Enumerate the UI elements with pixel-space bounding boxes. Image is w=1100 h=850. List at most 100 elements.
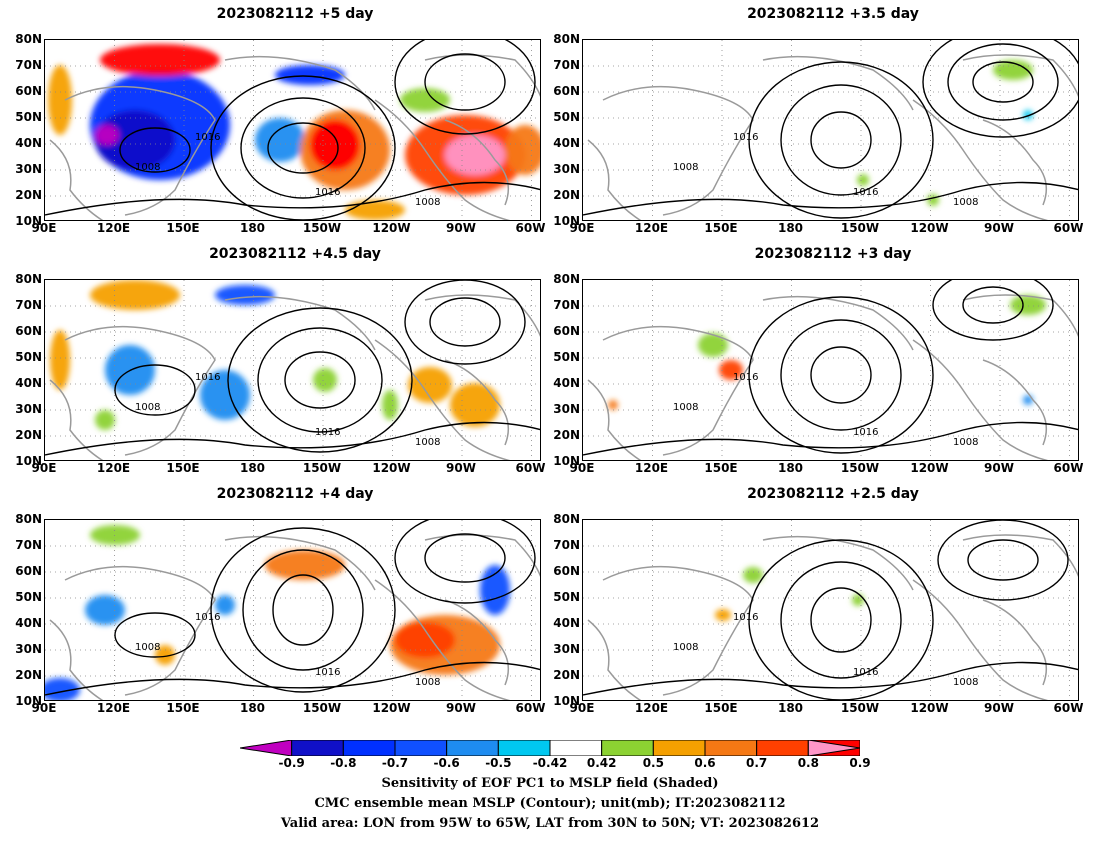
isobar-contour (922, 40, 1078, 138)
lat-tick-label: 70N (15, 538, 42, 552)
lon-tick-label: 150W (840, 461, 880, 475)
isobar-contour (404, 280, 526, 365)
lon-tick-label: 120E (96, 461, 131, 475)
lon-tick-label: 150W (302, 461, 342, 475)
shading-region (90, 280, 180, 310)
lat-tick-label: 60N (15, 84, 42, 98)
coastline (602, 565, 754, 696)
map-panel-3: 1016 1016 1008 1008 (44, 279, 541, 461)
shading-region (275, 65, 345, 85)
contour-label: 1008 (673, 642, 698, 653)
lon-tick-label: 90E (31, 461, 57, 475)
coastline (962, 54, 1078, 97)
lat-tick-label: 30N (15, 162, 42, 176)
shading-region (698, 333, 728, 357)
contour-label: 1008 (953, 197, 978, 208)
colorbar-tick-label: 0.8 (797, 756, 819, 770)
isobar-contour (967, 539, 1039, 581)
lon-tick-label: 120E (96, 221, 131, 235)
shading-region (95, 410, 115, 430)
shading-region (450, 383, 500, 427)
isobar-contour (748, 539, 934, 700)
lat-tick-label: 60N (553, 564, 580, 578)
colorbar-tick-label: -0.9 (278, 756, 305, 770)
lat-tick-label: 50N (553, 350, 580, 364)
lat-tick-label: 10N (15, 694, 42, 708)
map-panel-4: 1016 1016 1008 1008 (582, 279, 1079, 461)
lon-tick-label: 150W (840, 701, 880, 715)
colorbar-tick-label: 0.5 (642, 756, 664, 770)
lat-tick-label: 40N (553, 616, 580, 630)
lon-tick-label: 60W (515, 221, 546, 235)
coastline (444, 599, 510, 686)
colorbar-tick-label: -0.42 (532, 756, 568, 770)
isobar-contour (947, 43, 1059, 121)
lat-tick-label: 20N (15, 668, 42, 682)
isobar-contour (240, 97, 366, 199)
lat-tick-label: 70N (553, 538, 580, 552)
contour-label: 1008 (135, 402, 160, 413)
lat-tick-label: 40N (15, 136, 42, 150)
isobar-contour (242, 549, 364, 671)
isobar-contour (267, 122, 339, 174)
shading-region (255, 118, 305, 162)
lon-tick-label: 60W (1053, 221, 1084, 235)
panel-title-4: 2023082112 +3 day (754, 246, 912, 262)
isobar-contour (932, 280, 1054, 341)
panel-title-1: 2023082112 +5 day (216, 6, 374, 22)
lat-tick-label: 60N (15, 324, 42, 338)
colorbar-tick-label: -0.6 (433, 756, 460, 770)
lon-tick-label: 60W (515, 461, 546, 475)
map-canvas: 1016 1016 1008 1008 (45, 280, 540, 460)
lon-tick-label: 120W (910, 461, 949, 475)
lon-tick-label: 120W (372, 701, 411, 715)
lat-tick-label: 10N (553, 454, 580, 468)
colorbar-segment (394, 740, 448, 756)
isobar-contour (227, 307, 413, 453)
coastline (762, 55, 914, 111)
lat-tick-label: 30N (15, 642, 42, 656)
lat-tick-label: 40N (553, 136, 580, 150)
isobar-contour (748, 296, 934, 454)
coastline (374, 339, 511, 460)
lon-tick-label: 90E (31, 701, 57, 715)
contour-label: 1008 (673, 162, 698, 173)
coastline (224, 535, 376, 591)
colorbar-tick-label: -0.5 (485, 756, 512, 770)
lat-tick-label: 40N (15, 376, 42, 390)
lat-tick-label: 50N (15, 110, 42, 124)
shading-region (100, 44, 220, 76)
lon-tick-label: 90W (984, 221, 1014, 235)
isobar-contour (810, 346, 872, 404)
isobar-contour (810, 111, 872, 169)
contour-label: 1008 (953, 677, 978, 688)
colorbar-segment (549, 740, 603, 756)
isobar-contour (210, 75, 396, 220)
lon-tick-label: 150W (840, 221, 880, 235)
shading-region (310, 120, 360, 170)
shading-region (719, 360, 743, 380)
coastline (49, 379, 104, 460)
contour-label: 1016 (853, 667, 878, 678)
map-canvas: 1016 1016 1008 1008 (45, 520, 540, 700)
colorbar-tick-label: 0.42 (586, 756, 617, 770)
shading-region (345, 200, 405, 220)
lat-tick-label: 30N (15, 402, 42, 416)
coastline (912, 339, 1049, 460)
shading-region (445, 135, 505, 175)
colorbar-segment (756, 740, 809, 756)
contour-label: 1008 (415, 197, 440, 208)
isobar-contour (962, 286, 1024, 324)
lon-tick-label: 120W (372, 221, 411, 235)
lat-tick-label: 80N (553, 272, 580, 286)
contour-label: 1016 (315, 667, 340, 678)
coastline (602, 85, 754, 216)
lon-tick-label: 120W (910, 701, 949, 715)
colorbar-segment (240, 740, 293, 756)
map-panel-6: 1016 1016 1008 1008 (582, 519, 1079, 701)
shading-region (215, 285, 275, 305)
isobar-contour (210, 527, 396, 693)
lon-tick-label: 150E (166, 461, 200, 475)
shading-region (400, 88, 450, 112)
coastline (762, 535, 914, 591)
